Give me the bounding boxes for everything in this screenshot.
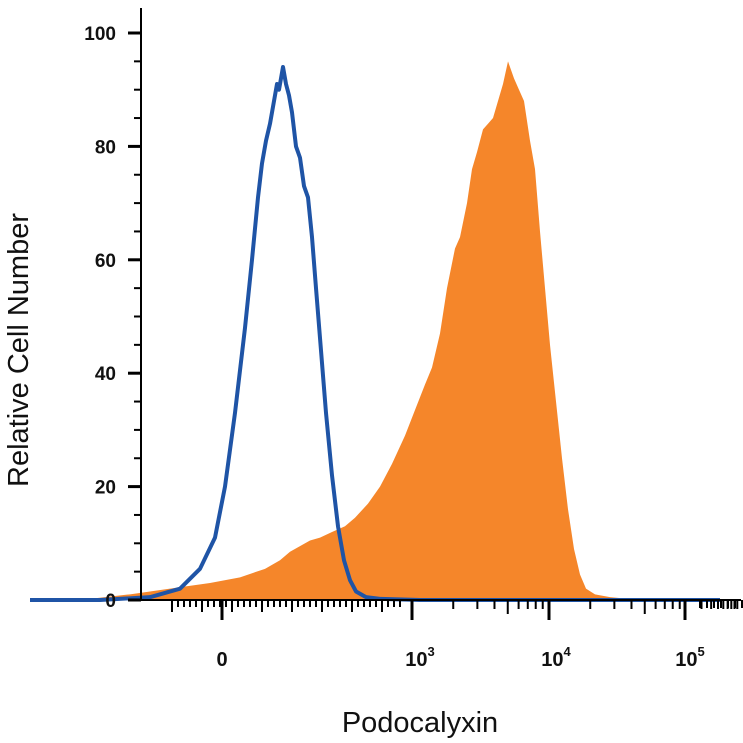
x-tick-label: 104: [541, 644, 571, 671]
x-tick-label: 105: [675, 644, 704, 671]
series-outline-histogram: [30, 65, 720, 602]
x-axis-title: Podocalyxin: [342, 707, 498, 739]
y-tick-label: 40: [95, 364, 116, 385]
y-axis-title: Relative Cell Number: [3, 213, 35, 487]
y-tick-label: 0: [105, 591, 116, 612]
axes: [140, 8, 741, 601]
x-tick-label: 103: [405, 644, 434, 671]
plot-area: [30, 61, 720, 602]
y-axis-ticks: 0 20 40 60 80 100: [84, 24, 141, 612]
y-tick-label: 60: [95, 251, 116, 272]
x-axis-ticks: 0 103 104 105: [171, 600, 743, 671]
x-tick-label: 0: [216, 649, 227, 671]
series-filled-histogram: [30, 61, 720, 601]
y-tick-label: 80: [95, 137, 116, 158]
y-tick-label: 100: [84, 24, 116, 45]
y-tick-label: 20: [95, 478, 116, 499]
